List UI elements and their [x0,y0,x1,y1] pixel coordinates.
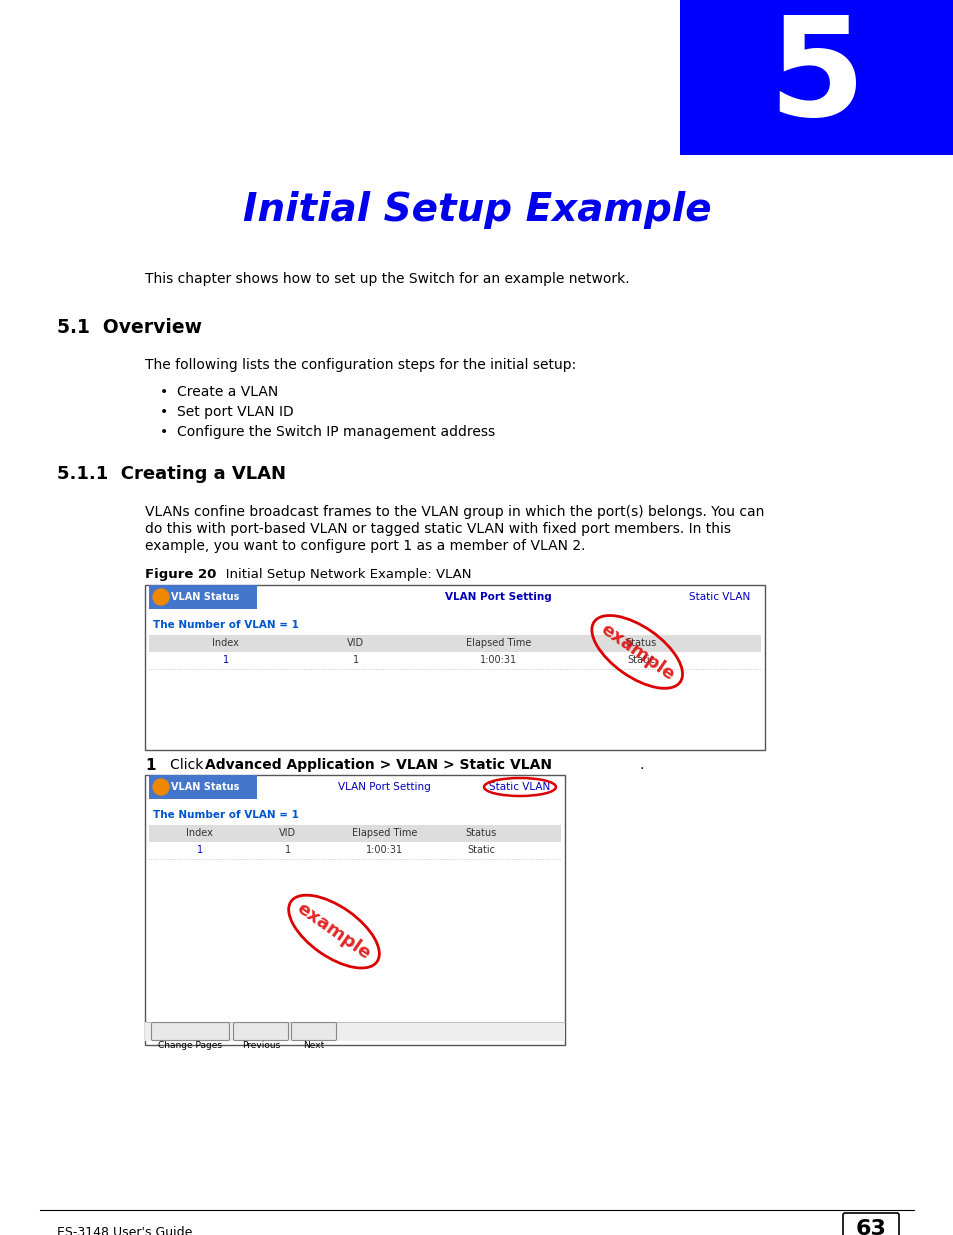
Circle shape [152,779,169,795]
Text: VID: VID [347,638,364,648]
Text: example, you want to configure port 1 as a member of VLAN 2.: example, you want to configure port 1 as… [145,538,585,553]
Text: Initial Setup Network Example: VLAN: Initial Setup Network Example: VLAN [213,568,471,580]
Text: VLAN Status: VLAN Status [171,782,239,792]
Text: example: example [294,899,374,963]
Text: Elapsed Time: Elapsed Time [465,638,531,648]
Text: 1: 1 [145,758,155,773]
Text: 1: 1 [353,655,358,664]
Text: 5: 5 [768,10,864,144]
Text: Figure 20: Figure 20 [145,568,216,580]
Text: Change Pages: Change Pages [158,1041,222,1050]
Text: .: . [639,758,643,772]
Circle shape [152,589,169,605]
Bar [679,0,953,156]
Bar [145,585,764,750]
Text: 1: 1 [196,845,202,855]
Text: 5.1.1  Creating a VLAN: 5.1.1 Creating a VLAN [57,466,286,483]
Text: Status: Status [625,638,656,648]
Text: VLAN Port Setting: VLAN Port Setting [444,592,551,601]
Text: This chapter shows how to set up the Switch for an example network.: This chapter shows how to set up the Swi… [145,272,629,287]
Text: The following lists the configuration steps for the initial setup:: The following lists the configuration st… [145,358,576,372]
Text: Initial Setup Example: Initial Setup Example [242,191,711,228]
Text: Index: Index [186,827,213,839]
Text: Static: Static [467,845,495,855]
Text: VID: VID [279,827,296,839]
Text: VLAN Port Setting: VLAN Port Setting [337,782,431,792]
Text: ES-3148 User's Guide: ES-3148 User's Guide [57,1225,193,1235]
Text: 5.1  Overview: 5.1 Overview [57,317,202,337]
Text: Elapsed Time: Elapsed Time [352,827,416,839]
Text: The Number of VLAN = 1: The Number of VLAN = 1 [152,810,298,820]
Bar [149,585,256,609]
Text: 63: 63 [855,1219,885,1235]
Text: do this with port-based VLAN or tagged static VLAN with fixed port members. In t: do this with port-based VLAN or tagged s… [145,522,730,536]
Text: The Number of VLAN = 1: The Number of VLAN = 1 [152,620,298,630]
Text: 1: 1 [284,845,291,855]
Bar [149,635,760,652]
FancyBboxPatch shape [292,1023,336,1041]
FancyBboxPatch shape [152,1023,230,1041]
Bar [145,776,564,1045]
FancyBboxPatch shape [233,1023,288,1041]
Text: •  Create a VLAN: • Create a VLAN [160,385,278,399]
FancyBboxPatch shape [842,1213,898,1235]
Text: Index: Index [212,638,239,648]
Bar [149,825,560,842]
Text: Advanced Application > VLAN > Static VLAN: Advanced Application > VLAN > Static VLA… [205,758,552,772]
Bar [149,776,256,799]
Text: VLANs confine broadcast frames to the VLAN group in which the port(s) belongs. Y: VLANs confine broadcast frames to the VL… [145,505,763,519]
Text: Static VLAN: Static VLAN [489,782,550,792]
Text: Click: Click [157,758,208,772]
Text: Static: Static [626,655,655,664]
Text: Next: Next [303,1041,324,1050]
Text: example: example [597,620,677,684]
Bar [145,1023,564,1041]
Text: •  Set port VLAN ID: • Set port VLAN ID [160,405,294,419]
Text: Static VLAN: Static VLAN [689,592,750,601]
Text: Status: Status [465,827,497,839]
Text: 1:00:31: 1:00:31 [365,845,402,855]
Text: VLAN Status: VLAN Status [171,592,239,601]
Text: Previous: Previous [242,1041,280,1050]
Text: •  Configure the Switch IP management address: • Configure the Switch IP management add… [160,425,495,438]
Text: 1: 1 [222,655,229,664]
Text: 1:00:31: 1:00:31 [479,655,517,664]
